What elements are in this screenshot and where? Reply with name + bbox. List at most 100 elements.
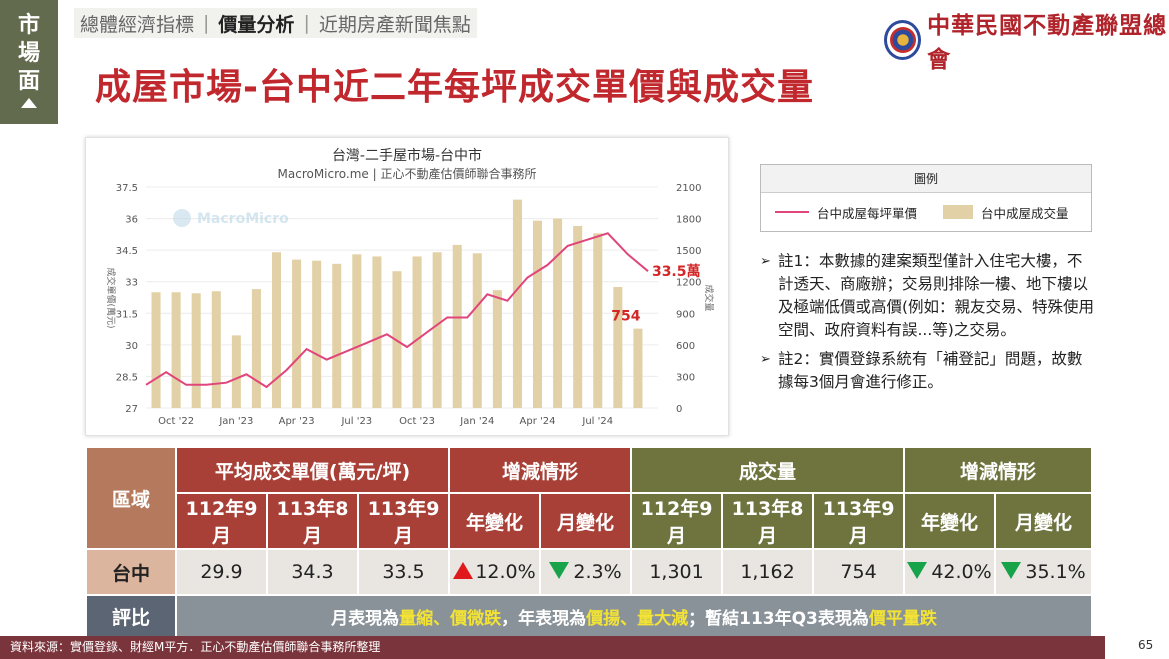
volume-yoy-value: 42.0% [931, 561, 992, 583]
header-avg-price: 平均成交單價(萬元/坪) [174, 446, 451, 494]
logo: 中華民國不動產聯盟總會 [884, 6, 1169, 74]
down-triangle-icon [549, 562, 570, 579]
eval-text: 月表現為量縮、價微跌，年表現為價揚、量大減；暫結113年Q3表現為價平量跌 [174, 594, 1094, 639]
section-tab-char: 面 [17, 69, 40, 94]
legend-title: 圖例 [761, 165, 1091, 193]
price-yoy-value: 12.0% [475, 561, 536, 583]
watermark-icon [173, 209, 191, 227]
bar [573, 225, 583, 408]
bar [452, 244, 462, 408]
logo-text: 中華民國不動產聯盟總會 [927, 12, 1168, 73]
nav-separator: | [203, 12, 210, 34]
eval-text-part: 月表現為 [331, 609, 400, 629]
eval-row: 評比 月表現為量縮、價微跌，年表現為價揚、量大減；暫結113年Q3表現為價平量跌 [85, 594, 1094, 639]
chart-subtitle: MacroMicro.me | 正心不動產估價師聯合事務所 [278, 166, 537, 181]
section-tab-char: 場 [17, 41, 40, 66]
page-title: 成屋市場-台中近二年每坪成交單價與成交量 [95, 58, 814, 110]
y-right-tick-label: 1200 [676, 278, 701, 289]
eval-highlight: 價平量跌 [868, 609, 937, 629]
bar [613, 286, 623, 408]
x-tick-label: Jul '23 [340, 416, 372, 427]
note-text: 註1：本數據的建案類型僅計入住宅大樓，不計透天、商廠辦；交易則排除一樓、地下樓以… [778, 252, 1095, 339]
header-region: 區域 [85, 446, 177, 550]
price-mom-cell: 2.3% [539, 548, 633, 596]
section-tab-char: 市 [17, 13, 40, 38]
bar [633, 328, 643, 408]
chart-title: 台灣-二手屋市場-台中市 [332, 147, 482, 164]
page-title-part1: 成屋市場-台中 [95, 67, 333, 108]
price-cell: 34.3 [266, 548, 359, 596]
bar [292, 259, 302, 408]
x-tick-label: Oct '22 [158, 416, 194, 427]
header-yoy: 年變化 [903, 492, 997, 550]
nav-item-price-volume[interactable]: 價量分析 [218, 13, 295, 36]
volume-mom-cell: 35.1% [994, 548, 1094, 596]
header-volume-change: 增減情形 [903, 446, 1094, 494]
nav-item-news[interactable]: 近期房產新聞焦點 [318, 13, 471, 36]
bar [211, 291, 221, 408]
y-left-tick-label: 27 [125, 404, 138, 415]
bar [432, 252, 442, 408]
y-left-tick-label: 28.5 [116, 372, 138, 383]
page-title-part2: 近二年每坪成交單價與成交量 [332, 67, 814, 108]
y-left-tick-label: 36 [125, 215, 138, 226]
bar [472, 253, 482, 408]
volume-yoy-cell: 42.0% [903, 548, 997, 596]
y-right-tick-label: 1800 [676, 215, 701, 226]
bar [151, 292, 161, 408]
eval-highlight: 量縮、價微跌 [399, 609, 502, 629]
price-cell: 29.9 [175, 548, 268, 596]
y-left-tick-label: 31.5 [116, 309, 138, 320]
header-period: 113年8月 [266, 492, 359, 550]
footer-source: 資料來源：實價登錄、財經M平方．正心不動產估價師聯合事務所整理 [0, 636, 1105, 659]
caret-up-icon [21, 98, 37, 108]
bar [593, 233, 603, 408]
note-text: 註2：實價登錄系統有「補登記」問題，故數據每3個月會進行修正。 [778, 350, 1083, 391]
bar [251, 289, 261, 408]
nav-separator: | [303, 12, 310, 34]
y-left-tick-label: 37.5 [116, 183, 138, 194]
legend-line-swatch [775, 211, 809, 213]
line-last-label: 33.5萬 [652, 263, 701, 280]
notes: ➢ 註1：本數據的建案類型僅計入住宅大樓，不計透天、商廠辦；交易則排除一樓、地下… [760, 250, 1095, 400]
price-cell: 33.5 [356, 548, 451, 596]
header-period: 113年9月 [356, 492, 451, 550]
x-tick-label: Jan '23 [218, 416, 253, 427]
bar-last-label: 754 [611, 309, 640, 325]
volume-cell: 1,301 [630, 548, 724, 596]
bar [553, 218, 563, 408]
top-nav: 總體經濟指標 | 價量分析 | 近期房產新聞焦點 [74, 8, 477, 38]
arrow-bullet-icon: ➢ [760, 352, 771, 367]
chart-legend: 圖例 台中成屋每坪單價 台中成屋成交量 [760, 164, 1092, 232]
y-right-tick-label: 1500 [676, 246, 701, 257]
x-tick-label: Jan '24 [459, 416, 494, 427]
legend-bar-label: 台中成屋成交量 [981, 205, 1069, 221]
y-right-tick-label: 0 [676, 404, 682, 415]
nav-item-macro[interactable]: 總體經濟指標 [80, 13, 195, 36]
combo-chart: 台灣-二手屋市場-台中市 MacroMicro.me | 正心不動產估價師聯合事務… [105, 147, 715, 427]
header-mom: 月變化 [994, 492, 1094, 550]
header-period: 112年9月 [630, 492, 724, 550]
y-left-tick-label: 30 [125, 341, 138, 352]
header-price-change: 增減情形 [448, 446, 633, 494]
bar [492, 290, 502, 408]
up-triangle-icon [453, 562, 474, 579]
price-line [145, 232, 649, 389]
header-volume: 成交量 [630, 446, 906, 494]
watermark-text: MacroMicro [197, 211, 289, 227]
note-item: ➢ 註2：實價登錄系統有「補登記」問題，故數據每3個月會進行修正。 [760, 348, 1095, 394]
y-left-tick-label: 34.5 [116, 246, 138, 257]
y-left-axis-label: 成交單價(萬元) [105, 267, 117, 328]
y-right-tick-label: 300 [676, 372, 695, 383]
arrow-bullet-icon: ➢ [760, 254, 771, 269]
eval-label: 評比 [85, 594, 177, 639]
x-tick-label: Apr '23 [279, 416, 315, 427]
y-right-tick-label: 600 [676, 341, 695, 352]
y-right-axis-label: 成交量 [703, 284, 715, 311]
price-mom-value: 2.3% [573, 561, 622, 583]
page-number: 65 [1138, 638, 1154, 652]
header-period: 112年9月 [175, 492, 268, 550]
header-period: 113年9月 [812, 492, 906, 550]
header-period: 113年8月 [721, 492, 815, 550]
bar [512, 199, 522, 408]
